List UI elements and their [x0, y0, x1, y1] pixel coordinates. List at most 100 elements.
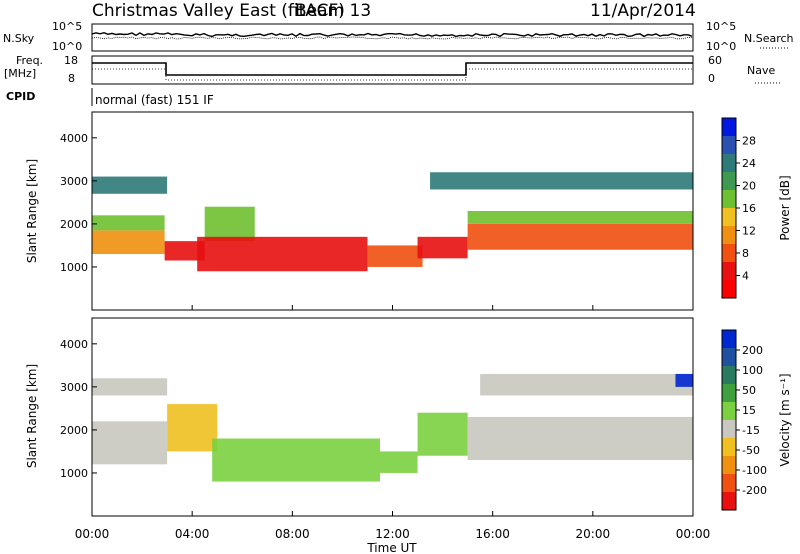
cpid-label: CPID [6, 90, 35, 103]
freq-panel: Freq. [MHz] Nave 18 8 60 0 [4, 54, 780, 85]
velocity-band [467, 417, 693, 461]
power-colorbar-swatch [722, 118, 736, 137]
velocity-colorbar-swatch [722, 420, 736, 439]
velocity-panel: 1000 2000 3000 4000 Slant Range [km] [25, 317, 694, 517]
velocity-colorbar: 200 100 50 15 -15 -50 -100 -200 Velocity [m s⁻¹… [721, 329, 792, 511]
beam-label: Beam 13 [295, 1, 371, 21]
velocity-colorbar-swatch [722, 366, 736, 385]
velocity-ytick-label: 1000 [60, 467, 88, 480]
power-band [417, 236, 468, 259]
noise-right-tick-top: 10^5 [706, 20, 736, 33]
power-band [367, 245, 423, 267]
power-band [467, 211, 693, 224]
noise-panel: N.Sky N.Search 10^5 10^0 10^5 10^0 [3, 20, 794, 53]
time-tick-label: 20:00 [576, 527, 611, 541]
noise-right-tick-bottom: 10^0 [706, 40, 736, 53]
velocity-colorbar-swatch [722, 384, 736, 403]
power-colorbar-swatch [722, 262, 736, 281]
time-axis: 00:00 04:00 08:00 12:00 16:00 20:00 00:00 [75, 305, 711, 541]
time-tick-label: 12:00 [375, 527, 410, 541]
noise-left-tick-top: 10^5 [52, 20, 82, 33]
noise-search-line [91, 36, 693, 40]
power-ytick-label: 4000 [60, 132, 88, 145]
power-panel: 1000 2000 3000 4000 Slant Range [km] [25, 111, 694, 311]
time-tick-label: 00:00 [75, 527, 110, 541]
velocity-colorbar-swatch [722, 474, 736, 493]
freq-left-tick-top: 18 [64, 54, 78, 67]
velocity-band [167, 404, 218, 452]
power-colorbar-swatch [722, 226, 736, 245]
velocity-colorbar-swatch [722, 456, 736, 475]
velocity-ylabel: Slant Range [km] [25, 364, 39, 468]
power-colorbar-swatch [722, 208, 736, 227]
power-colorbar-swatch [722, 172, 736, 191]
power-colorbar-swatch [722, 136, 736, 155]
power-colorbar-label: Power [dB] [778, 175, 792, 240]
velocity-colorbar-label: Velocity [m s⁻¹] [778, 373, 792, 466]
time-axis-label: Time UT [366, 541, 417, 554]
power-colorbar-tick-label: 28 [742, 135, 756, 148]
velocity-colorbar-swatch [722, 402, 736, 421]
velocity-ytick-label: 3000 [60, 381, 88, 394]
velocity-colorbar-swatch [722, 348, 736, 367]
power-band [430, 172, 693, 190]
velocity-colorbar-swatch [722, 438, 736, 457]
power-band [92, 230, 165, 255]
velocity-band [92, 378, 168, 396]
freq-right-label: Nave [747, 64, 775, 77]
power-colorbar-swatch [722, 280, 736, 299]
power-colorbar-tick-label: 4 [742, 270, 749, 283]
freq-line [92, 62, 693, 76]
power-ytick-label: 3000 [60, 175, 88, 188]
power-colorbar-swatch [722, 190, 736, 209]
velocity-band [480, 373, 693, 396]
freq-right-tick-bottom: 0 [708, 72, 715, 85]
nave-line [92, 68, 693, 81]
power-band [92, 176, 168, 194]
date-label: 11/Apr/2014 [590, 1, 696, 21]
velocity-ytick-label: 2000 [60, 424, 88, 437]
time-tick-label: 16:00 [475, 527, 510, 541]
velocity-colorbar-tick-label: -200 [742, 484, 767, 497]
noise-sky-line [91, 31, 693, 38]
power-colorbar-swatch [722, 244, 736, 263]
velocity-colorbar-swatch [722, 330, 736, 349]
velocity-band [212, 438, 380, 482]
velocity-band [92, 421, 168, 465]
power-colorbar: 28 24 20 16 12 8 4 Power [dB] [721, 117, 792, 299]
power-ylabel: Slant Range [km] [25, 159, 39, 263]
noise-left-tick-bottom: 10^0 [52, 40, 82, 53]
velocity-colorbar-tick-label: -50 [742, 444, 760, 457]
velocity-colorbar-swatch [722, 492, 736, 511]
noise-left-label: N.Sky [3, 32, 35, 45]
power-band [92, 215, 165, 231]
figure-title: Christmas Valley East (fitACF) [92, 1, 345, 21]
freq-left-tick-bottom: 8 [68, 72, 75, 85]
time-tick-label: 00:00 [676, 527, 711, 541]
power-colorbar-tick-label: 24 [742, 157, 756, 170]
freq-left-label-2: [MHz] [4, 67, 36, 80]
velocity-band [417, 412, 468, 456]
velocity-colorbar-tick-label: 200 [742, 344, 763, 357]
power-colorbar-tick-label: 12 [742, 225, 756, 238]
freq-left-label-1: Freq. [16, 54, 43, 67]
power-band [204, 206, 255, 242]
velocity-colorbar-tick-label: 100 [742, 364, 763, 377]
power-band [467, 223, 693, 250]
velocity-colorbar-tick-label: 15 [742, 404, 756, 417]
time-tick-label: 08:00 [275, 527, 310, 541]
velocity-colorbar-tick-label: -15 [742, 424, 760, 437]
power-colorbar-tick-label: 16 [742, 202, 756, 215]
freq-right-tick-top: 60 [708, 54, 722, 67]
power-band [197, 236, 368, 272]
cpid-value: normal (fast) 151 IF [95, 93, 214, 107]
time-tick-label: 04:00 [175, 527, 210, 541]
power-band [164, 241, 205, 261]
velocity-ytick-label: 4000 [60, 338, 88, 351]
noise-right-label: N.Search [744, 32, 794, 45]
velocity-colorbar-tick-label: -100 [742, 464, 767, 477]
power-ytick-label: 1000 [60, 261, 88, 274]
power-colorbar-tick-label: 8 [742, 247, 749, 260]
velocity-colorbar-tick-label: 50 [742, 384, 756, 397]
